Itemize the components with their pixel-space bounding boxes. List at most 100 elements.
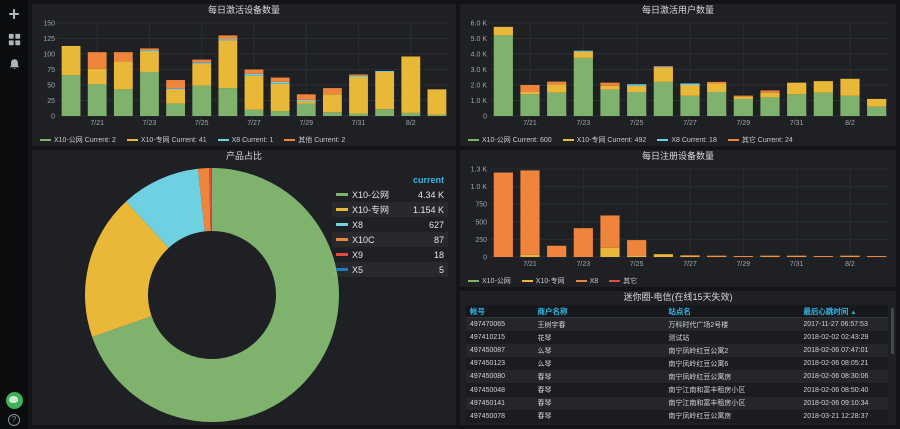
panel-title[interactable]: 每日激活用户数量	[641, 5, 714, 15]
bar-segment	[760, 90, 780, 93]
bar-segment	[787, 82, 807, 95]
column-header[interactable]: 最后心跳时间 ▲	[803, 306, 857, 316]
legend-item[interactable]: X10-专网	[521, 276, 565, 286]
column-header[interactable]: 帐号	[470, 306, 485, 316]
table-header-row: 帐号 商户名称 站点名 最后心跳时间 ▲	[466, 305, 888, 318]
bar-segment	[813, 81, 833, 93]
panel-title[interactable]: 每日注册设备数量	[641, 151, 714, 161]
panel-title[interactable]: 产品占比	[225, 151, 262, 161]
legend-item[interactable]: X8 Current: 1	[217, 135, 273, 145]
legend-item[interactable]: X5 5	[332, 262, 448, 277]
legend-item[interactable]: X10-专网 Current: 41	[126, 135, 207, 145]
svg-text:500: 500	[475, 219, 487, 226]
bar-segment	[493, 35, 513, 116]
svg-text:7/23: 7/23	[143, 120, 157, 127]
legend-item[interactable]: 其他 Current: 2	[284, 135, 345, 145]
panel-title[interactable]: 每日激活设备数量	[207, 5, 280, 15]
svg-text:2.0 K: 2.0 K	[471, 83, 488, 90]
table-cell: 2018-02-06 08:05:21	[803, 360, 869, 368]
bar-segment	[349, 76, 368, 114]
svg-text:7/29: 7/29	[737, 120, 751, 127]
svg-text:7/31: 7/31	[790, 261, 804, 268]
bar-segment	[600, 215, 620, 248]
table-cell: 南宁江南和富丰租房小区	[668, 387, 746, 395]
bar-segment	[627, 240, 647, 256]
legend-item[interactable]: X9 18	[332, 247, 448, 262]
bar-segment	[733, 96, 753, 99]
legend-color-dash	[521, 280, 533, 282]
legend-item[interactable]: X8 Current: 18	[657, 135, 717, 145]
svg-text:0: 0	[483, 114, 487, 121]
bar-segment	[627, 255, 647, 257]
legend-color-dash	[217, 139, 229, 141]
legend-item[interactable]: X8	[575, 276, 598, 286]
legend-item[interactable]: X10-专网 Current: 492	[562, 135, 646, 145]
bar-segment	[166, 80, 186, 89]
legend-header-current[interactable]: current	[412, 174, 444, 185]
table-cell: 2018-02-06 08:30:06	[803, 373, 869, 381]
alerting-bell-icon[interactable]	[6, 56, 22, 72]
svg-text:1.0 K: 1.0 K	[471, 184, 488, 191]
legend-label: X8 Current: 18	[671, 136, 717, 144]
panel-title[interactable]: 迷你圈-电信(在线15天失效)	[623, 292, 733, 302]
svg-text:1.3 K: 1.3 K	[471, 167, 488, 174]
legend-label: 其它 Current: 24	[741, 137, 793, 144]
bar-segment	[520, 91, 540, 95]
table-cell: 南宁江南和富丰租房小区	[668, 400, 746, 408]
bar-segment	[520, 254, 540, 257]
legend-item[interactable]: X8 627	[332, 217, 448, 232]
legend-label: X10-公网 Current: 2	[54, 137, 116, 144]
donut-slice-X10-专网	[85, 201, 169, 337]
bar-segment	[653, 66, 673, 68]
legend-item[interactable]: X10-公网 Current: 2	[40, 135, 116, 145]
column-header[interactable]: 商户名称	[537, 306, 568, 316]
svg-text:250: 250	[475, 237, 487, 244]
svg-text:0: 0	[51, 114, 55, 121]
legend-item[interactable]: X10-公网 Current: 600	[468, 135, 552, 145]
help-icon[interactable]: ?	[8, 414, 20, 426]
panel-recent-devices-table: 迷你圈-电信(在线15天失效) 帐号 商户名称 站点名 最后心跳时间 ▲ 4974700…	[460, 291, 896, 425]
table-row: 497410215 花琴 测试站 2018-02-02 02:43:29	[466, 331, 888, 345]
bar-segment	[296, 103, 316, 116]
bar-segment	[680, 83, 700, 85]
bar-segment	[218, 39, 238, 41]
legend-item[interactable]: 其它 Current: 24	[727, 135, 793, 145]
bar-segment	[867, 256, 887, 257]
table-cell: 497450080	[470, 373, 506, 381]
svg-text:7/31: 7/31	[790, 120, 804, 127]
chart-legend: X10-公网 Current: 600 X10-专网 Current: 492 X8…	[468, 135, 793, 145]
user-avatar[interactable]	[5, 392, 23, 409]
table-cell: 497450087	[470, 347, 506, 355]
bar-segment	[349, 75, 368, 77]
table-cell: 花琴	[537, 334, 552, 342]
stacked-bar-chart: 0 25 50 75 100 125 150 7/21 7/23 7/25 7/27 7/29 7/31…	[43, 21, 450, 127]
legend-color-dash	[468, 280, 479, 282]
legend-item[interactable]: 其它	[609, 276, 637, 286]
legend-item[interactable]: X10-专网 1.154 K	[332, 202, 448, 217]
legend-item[interactable]: X10-公网	[468, 276, 511, 286]
table-scrollbar[interactable]	[891, 308, 894, 354]
column-header[interactable]: 站点名	[668, 306, 691, 316]
bar-segment	[244, 75, 264, 110]
bar-segment	[600, 247, 620, 257]
dashboards-icon[interactable]	[6, 31, 22, 47]
table-cell: 么琴	[537, 360, 552, 368]
panel-daily-activated-devices: 每日激活设备数量 0 25 50 75 100 125 150 7/21 7/23 7/25 7/2…	[32, 4, 456, 146]
legend-value: 1.154 K	[412, 204, 444, 215]
legend-item[interactable]: X10-公网 4.34 K	[332, 187, 448, 202]
bar-segment	[113, 89, 133, 116]
svg-text:7/21: 7/21	[90, 120, 104, 127]
bar-segment	[61, 45, 81, 76]
table-cell: 497450048	[470, 386, 506, 394]
bar-segment	[733, 256, 753, 257]
legend-color-dash	[657, 139, 669, 141]
bar-segment	[707, 83, 727, 92]
legend-color-dash	[575, 280, 587, 282]
legend-label: 其它	[623, 278, 638, 285]
legend-color-dash	[336, 268, 348, 271]
bar-segment	[547, 84, 567, 93]
table-row: 497470065 王树宇春 万科时代广场2号楼 2017-11-27 06:57:5…	[466, 318, 888, 332]
legend-item[interactable]: X10C 87	[332, 232, 448, 247]
plus-icon[interactable]	[6, 6, 22, 22]
bar-segment	[573, 228, 593, 257]
